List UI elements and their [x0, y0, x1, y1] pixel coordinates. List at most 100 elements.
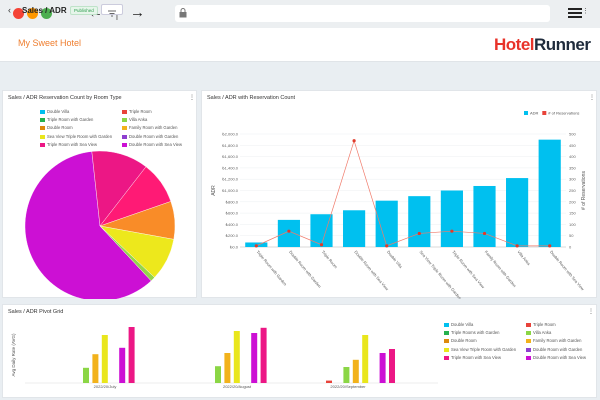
reservations-point	[287, 229, 291, 233]
y2-tick-label: 200	[569, 199, 576, 204]
y2-tick-label: 500	[569, 132, 576, 137]
legend-label: Double Room with Garden	[533, 346, 583, 352]
legend-item[interactable]: Sea View Triple Room with Garden	[444, 346, 526, 354]
legend-item[interactable]: Triple Rooms with Garden	[444, 329, 526, 337]
legend-label: Triple Room with Sea View	[47, 141, 98, 147]
pivot-legend: Double Villa Triple Room Triple Rooms with…	[444, 321, 594, 362]
legend-item[interactable]: Triple Room with Garden	[40, 116, 122, 124]
pivot-bar	[119, 347, 126, 383]
forward-arrow-icon[interactable]: →	[130, 4, 145, 21]
card-title: Sales / ADR Pivot Grid	[8, 309, 64, 315]
maximize-window-button[interactable]	[41, 8, 52, 19]
y-tick-label: ₺1,600.0	[222, 154, 239, 159]
address-bar[interactable]	[175, 5, 550, 22]
hotel-name: My Sweet Hotel	[18, 38, 82, 48]
legend-item[interactable]: Family Room with Garden	[526, 337, 594, 345]
legend-label: Double Room with Garden	[129, 133, 179, 139]
legend-item[interactable]: Double Room with Garden	[526, 346, 594, 354]
pivot-bar	[224, 353, 231, 383]
adr-bar	[473, 185, 496, 247]
legend-item[interactable]: Double Room with Sea View	[122, 141, 192, 149]
pivot-bar	[389, 349, 395, 383]
pivot-bar	[233, 331, 240, 383]
legend-swatch	[122, 110, 127, 114]
legend-swatch	[122, 142, 127, 147]
page-title: Sales / ADR	[22, 6, 67, 15]
x-tick-label: 2022/20/July	[94, 384, 117, 389]
legend-item[interactable]: Double Room	[444, 337, 526, 345]
legend-item[interactable]: Sea View Triple Room with Garden	[40, 133, 122, 141]
legend-label: Triple Rooms with Garden	[451, 330, 500, 336]
y2-tick-label: 250	[569, 188, 576, 193]
legend-swatch	[40, 142, 45, 147]
legend-label: Double Villa	[47, 109, 70, 114]
adr-bar	[343, 210, 366, 247]
legend-item[interactable]: Triple Room	[526, 321, 594, 329]
reservations-point	[548, 244, 552, 248]
pivot-grid-card: Sales / ADR Pivot Grid ⋮ Avg Daily Rate …	[2, 304, 597, 398]
legend-item[interactable]: Family Room with Garden	[122, 124, 192, 132]
x-tick-label: Villa Anka	[516, 249, 532, 266]
legend-item[interactable]: Double Room with Garden	[122, 133, 192, 141]
pivot-bar	[92, 354, 99, 383]
legend-swatch	[526, 331, 531, 336]
reservations-point	[482, 231, 487, 236]
x-tick-label: 2022/20/August	[223, 384, 252, 389]
y-tick-label: ₺600.0	[225, 211, 238, 216]
legend-label: Triple Room with Sea View	[451, 354, 502, 360]
legend-item[interactable]: Triple Room	[122, 108, 192, 116]
y-tick-label: ₺800.0	[225, 199, 238, 204]
card-menu-icon[interactable]: ⋮	[589, 95, 595, 101]
adr-bar	[506, 178, 529, 247]
pivot-bar	[215, 366, 221, 383]
y-tick-label: ₺1,000.0	[222, 188, 239, 193]
legend-label: Triple Room with Garden	[47, 117, 94, 123]
card-title: Sales / ADR with Reservation Count	[207, 95, 296, 101]
more-options-icon[interactable]: ⋮	[582, 8, 589, 15]
lock-icon	[179, 8, 187, 18]
reservations-point	[515, 244, 519, 248]
legend-item[interactable]: Villa Anka	[526, 329, 594, 337]
card-menu-icon[interactable]: ⋮	[588, 309, 594, 315]
hamburger-menu-icon[interactable]	[568, 8, 582, 18]
legend-swatch	[526, 347, 531, 352]
pie-chart	[24, 150, 176, 299]
y-axis-title: Avg Daily Rate (AVG)	[11, 333, 16, 377]
y-tick-label: ₺200.0	[225, 233, 238, 238]
legend-label: # of Reservations	[548, 111, 579, 116]
legend-item[interactable]: Double Villa	[444, 321, 526, 329]
legend-swatch	[524, 111, 528, 115]
minimize-window-button[interactable]	[27, 8, 38, 19]
reservations-point	[450, 229, 454, 233]
legend-item[interactable]: Double Room with Sea View	[526, 354, 594, 362]
legend-item[interactable]: Double Villa	[40, 108, 122, 116]
app-header: My Sweet Hotel HotelRunner	[0, 28, 600, 62]
filter-button[interactable]	[101, 4, 123, 17]
legend-label: Triple Room	[129, 109, 152, 114]
hotelrunner-logo[interactable]: HotelRunner	[494, 35, 591, 54]
legend-item[interactable]: Villa Anka	[122, 116, 192, 124]
legend-label: Double Room with Sea View	[129, 141, 182, 147]
legend-swatch	[444, 323, 449, 327]
filter-icon	[108, 10, 116, 17]
close-window-button[interactable]	[13, 8, 24, 19]
browser-toolbar: ← | →	[0, 0, 600, 28]
card-menu-icon[interactable]: ⋮	[189, 95, 195, 101]
pivot-bar	[379, 353, 386, 383]
reservations-point	[385, 244, 389, 248]
x-tick-label: Double Villa	[386, 249, 404, 269]
y2-tick-label: 150	[569, 211, 576, 216]
legend-item[interactable]: Triple Room with Sea View	[40, 141, 122, 149]
legend-item[interactable]: Triple Room with Sea View	[444, 354, 526, 362]
legend-label: Sea View Triple Room with Garden	[451, 346, 517, 352]
legend-swatch	[526, 339, 531, 344]
pivot-bar-chart: Avg Daily Rate (AVG) 2022/20/July 2022/20/…	[11, 327, 438, 389]
legend-item[interactable]: Double Room	[40, 124, 122, 132]
legend-swatch	[444, 339, 449, 344]
legend-label: Double Room	[451, 338, 477, 344]
y2-tick-label: 450	[569, 143, 576, 148]
legend-label: Sea View Triple Room with Garden	[47, 133, 113, 139]
pivot-bar	[128, 327, 135, 383]
back-chevron-icon[interactable]: ‹	[8, 5, 11, 15]
adr-bar	[375, 200, 398, 247]
